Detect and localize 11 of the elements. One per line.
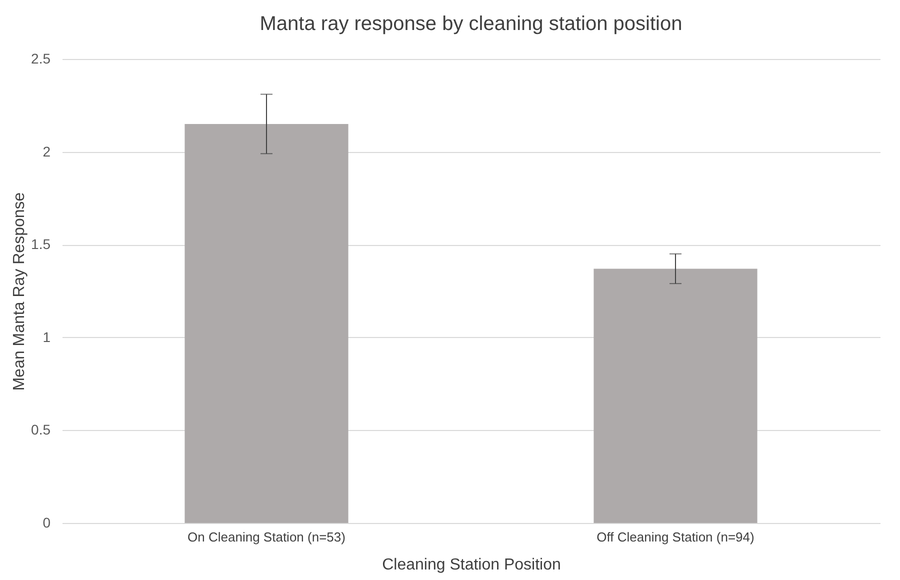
y-tick-label: 1.5 (31, 236, 51, 252)
y-axis-title: Mean Manta Ray Response (11, 192, 28, 391)
x-tick-label: Off Cleaning Station (n=94) (596, 530, 754, 544)
y-tick-label: 2.5 (31, 50, 51, 66)
x-tick-label: On Cleaning Station (n=53) (188, 530, 346, 544)
y-tick-label: 0.5 (31, 422, 51, 438)
y-tick-label: 2 (42, 143, 51, 160)
chart-title: Manta ray response by cleaning station position (260, 13, 682, 35)
y-tick-label: 0 (42, 514, 51, 530)
y-tick-label: 1 (42, 328, 51, 345)
x-axis-title: Cleaning Station Position (382, 556, 561, 574)
